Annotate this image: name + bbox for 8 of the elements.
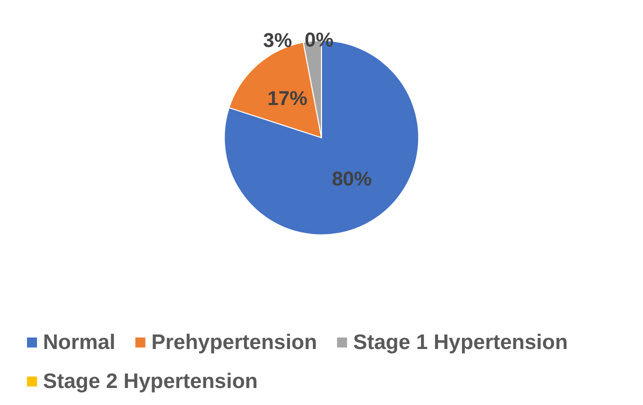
legend-label: Stage 2 Hypertension bbox=[43, 370, 258, 393]
data-label: 80% bbox=[332, 168, 372, 190]
legend-label: Stage 1 Hypertension bbox=[353, 331, 568, 354]
data-label: 3% bbox=[263, 30, 292, 52]
legend-label: Prehypertension bbox=[151, 331, 318, 354]
text: 0% bbox=[304, 30, 334, 52]
data-label: 17% bbox=[267, 88, 308, 110]
legend-label: Normal bbox=[43, 331, 116, 354]
